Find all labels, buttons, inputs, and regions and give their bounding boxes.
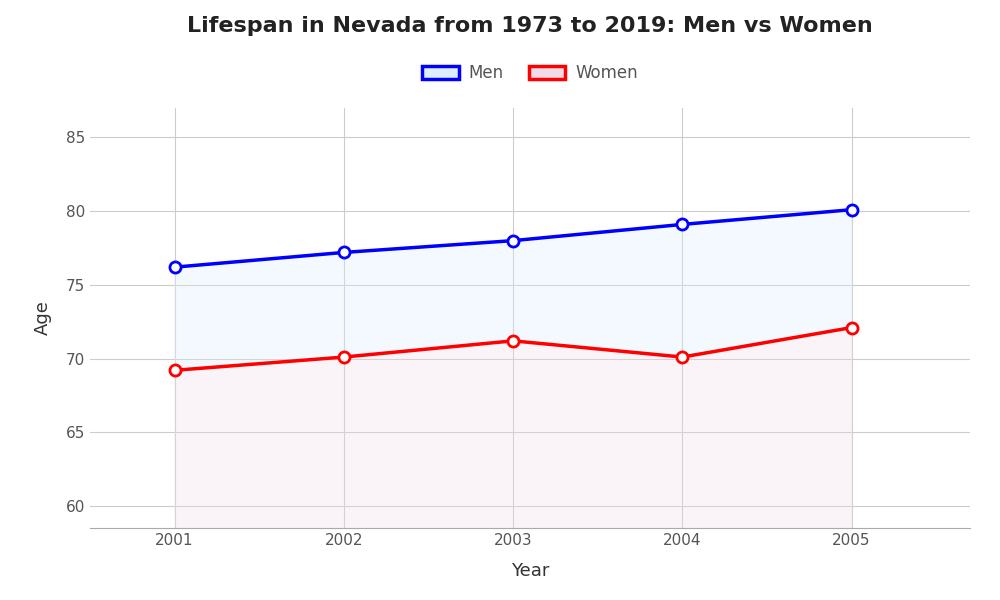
Y-axis label: Age: Age (34, 301, 52, 335)
Legend: Men, Women: Men, Women (415, 58, 645, 89)
Title: Lifespan in Nevada from 1973 to 2019: Men vs Women: Lifespan in Nevada from 1973 to 2019: Me… (187, 16, 873, 35)
X-axis label: Year: Year (511, 562, 549, 580)
